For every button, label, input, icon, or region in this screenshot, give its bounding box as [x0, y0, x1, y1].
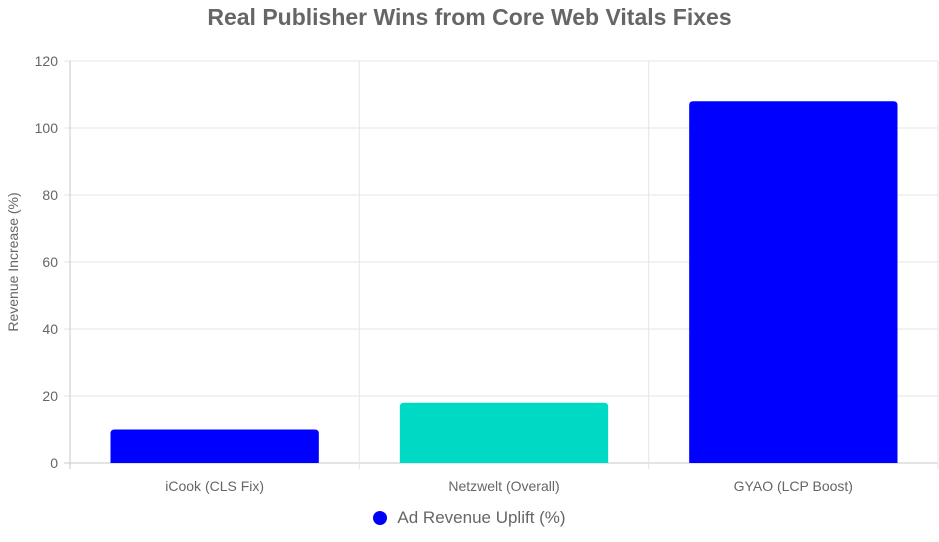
chart-title: Real Publisher Wins from Core Web Vitals… — [207, 4, 732, 30]
bar[interactable] — [110, 429, 319, 464]
y-tick-label: 60 — [42, 254, 58, 270]
legend-label: Ad Revenue Uplift (%) — [397, 508, 566, 527]
y-axis-label: Revenue Increase (%) — [5, 192, 21, 331]
x-tick-label: iCook (CLS Fix) — [165, 478, 264, 494]
x-tick-label: GYAO (LCP Boost) — [734, 478, 853, 494]
legend[interactable]: Ad Revenue Uplift (%) — [0, 508, 939, 528]
y-tick-label: 0 — [50, 455, 58, 471]
y-tick-label: 100 — [35, 120, 59, 136]
y-tick-label: 40 — [42, 321, 58, 337]
y-tick-label: 80 — [42, 187, 58, 203]
bar[interactable] — [689, 101, 898, 463]
y-tick-label: 120 — [35, 53, 59, 69]
y-tick-label: 20 — [42, 388, 58, 404]
legend-swatch — [373, 511, 388, 525]
bar[interactable] — [399, 402, 609, 463]
x-tick-label: Netzwelt (Overall) — [448, 478, 559, 494]
